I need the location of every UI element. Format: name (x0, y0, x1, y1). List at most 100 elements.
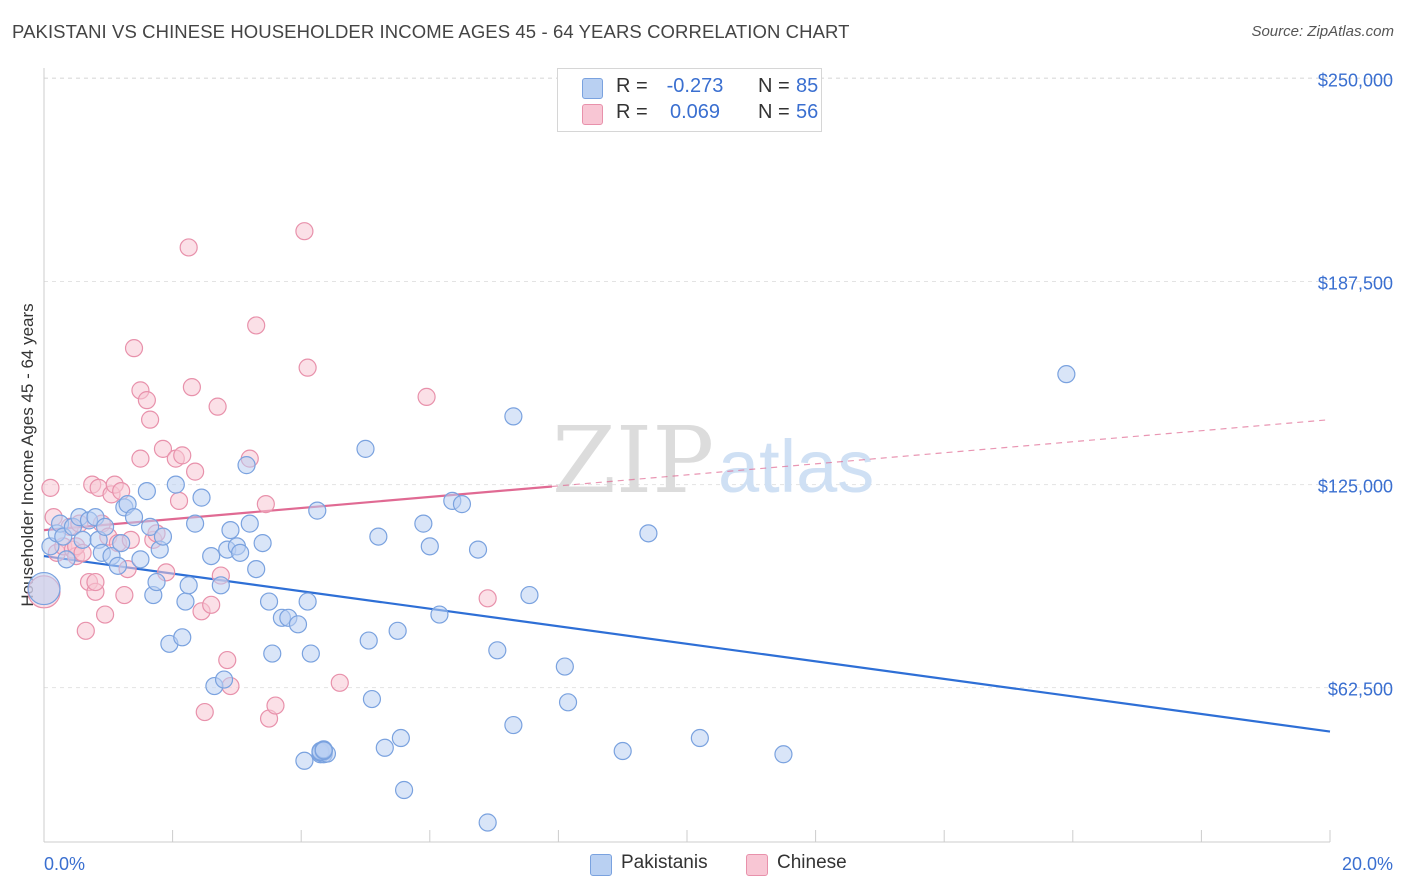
pakistanis-point (231, 543, 250, 562)
legend-r-label: R = (616, 101, 648, 123)
y-tick-label: $187,500 (1318, 274, 1393, 294)
pakistanis-point (124, 508, 144, 527)
legend-r-value: 0.069 (669, 101, 721, 123)
chinese-point (202, 595, 221, 614)
bottom-legend-swatch-pakistanis (590, 854, 612, 876)
chart-title: PAKISTANI VS CHINESE HOUSEHOLDER INCOME … (12, 21, 850, 42)
pakistanis-point (452, 495, 472, 514)
pakistanis-point (359, 631, 378, 650)
chinese-point (131, 449, 150, 468)
chinese-point (173, 446, 192, 465)
pakistanis-point (301, 644, 320, 663)
pakistanis-point (57, 550, 76, 569)
axes (43, 68, 1331, 843)
chinese-point (330, 673, 349, 692)
pakistanis-point (639, 524, 658, 543)
pakistanis-point (202, 546, 221, 566)
pakistanis-point (192, 488, 211, 507)
legend-n-value: 85 (796, 75, 819, 97)
pakistanis-point (153, 527, 173, 546)
pakistanis-point (774, 745, 793, 764)
chinese-trend-line-extrapolated (551, 419, 1331, 488)
pakistanis-point (314, 741, 333, 760)
pakistanis-point (186, 514, 205, 533)
pakistanis-point (613, 741, 632, 761)
pakistanis-point (140, 517, 160, 536)
legend-r-value: -0.273 (666, 75, 724, 97)
pakistanis-point (95, 517, 115, 536)
pakistanis-point (108, 556, 128, 575)
chinese-point (298, 358, 317, 377)
pakistanis-point (298, 592, 317, 611)
chart-source: Source: ZipAtlas.com (1251, 23, 1394, 40)
pakistanis-point (388, 621, 407, 640)
pakistanis-point (295, 751, 314, 770)
chinese-point (76, 621, 95, 640)
chinese-point (41, 478, 60, 497)
pakistanis-point (237, 456, 256, 475)
chinese-point (169, 491, 189, 510)
y-tick-label: $125,000 (1318, 477, 1393, 497)
chinese-point (140, 410, 160, 429)
bottom-legend-label-pakistanis: Pakistanis (621, 852, 708, 873)
grid-lines (44, 77, 1394, 689)
chinese-point (417, 387, 436, 406)
pakistanis-point (147, 572, 166, 592)
pakistanis-point (131, 550, 150, 569)
pakistanis-point (488, 641, 507, 660)
pakistanis-point (369, 527, 388, 546)
chinese-point (115, 585, 134, 605)
stats-legend: R = -0.273 N = 85 R = 0.069 N = 56 (557, 68, 822, 132)
pakistanis-point (478, 813, 497, 832)
pakistanis-point (504, 407, 523, 426)
chinese-point (247, 316, 266, 335)
pakistanis-point (214, 670, 234, 689)
y-tick-label: $62,500 (1328, 680, 1393, 700)
chinese-point (295, 222, 314, 241)
pakistanis-point (240, 514, 259, 533)
chinese-point (124, 339, 144, 358)
legend-swatch-chinese (582, 104, 603, 125)
pakistanis-trend-line (43, 555, 1331, 733)
pakistanis-point (221, 521, 240, 540)
chinese-point (195, 702, 214, 722)
data-points (27, 222, 1076, 832)
pakistanis-point (179, 576, 198, 595)
bottom-legend-swatch-chinese (746, 854, 768, 876)
pakistanis-point (520, 585, 539, 605)
chinese-point (182, 378, 201, 397)
pakistanis-point (73, 530, 92, 549)
legend-swatch-pakistanis (582, 78, 603, 99)
pakistanis-point (468, 540, 488, 559)
x-tick-label: 0.0% (44, 854, 85, 874)
chinese-point (86, 572, 105, 592)
pakistanis-point (247, 559, 266, 579)
bottom-legend-label-chinese: Chinese (777, 852, 847, 873)
pakistanis-point (394, 780, 414, 800)
pakistanis-point (504, 715, 523, 735)
pakistanis-point (288, 615, 308, 634)
pakistanis-point (391, 728, 410, 748)
chinese-point (208, 397, 227, 416)
pakistanis-point (1057, 365, 1076, 384)
watermark-atlas: atlas (718, 425, 874, 508)
pakistanis-point (430, 605, 449, 624)
pakistanis-point (166, 475, 185, 494)
pakistanis-point (308, 501, 327, 520)
legend-n-value: 56 (796, 101, 819, 123)
pakistanis-point (253, 533, 272, 553)
watermark: ZIP atlas (552, 407, 874, 514)
x-tick-label: 20.0% (1342, 854, 1393, 874)
chinese-point (179, 238, 198, 257)
pakistanis-point (555, 657, 574, 676)
chinese-point (153, 439, 173, 458)
chinese-point (478, 589, 497, 608)
y-tick-label: $250,000 (1318, 70, 1393, 90)
pakistanis-point (211, 576, 230, 595)
legend-n-label: N = (758, 101, 790, 123)
pakistanis-point (27, 571, 61, 606)
chinese-point (218, 650, 237, 670)
chinese-point (186, 462, 205, 481)
watermark-zip: ZIP (552, 407, 714, 514)
